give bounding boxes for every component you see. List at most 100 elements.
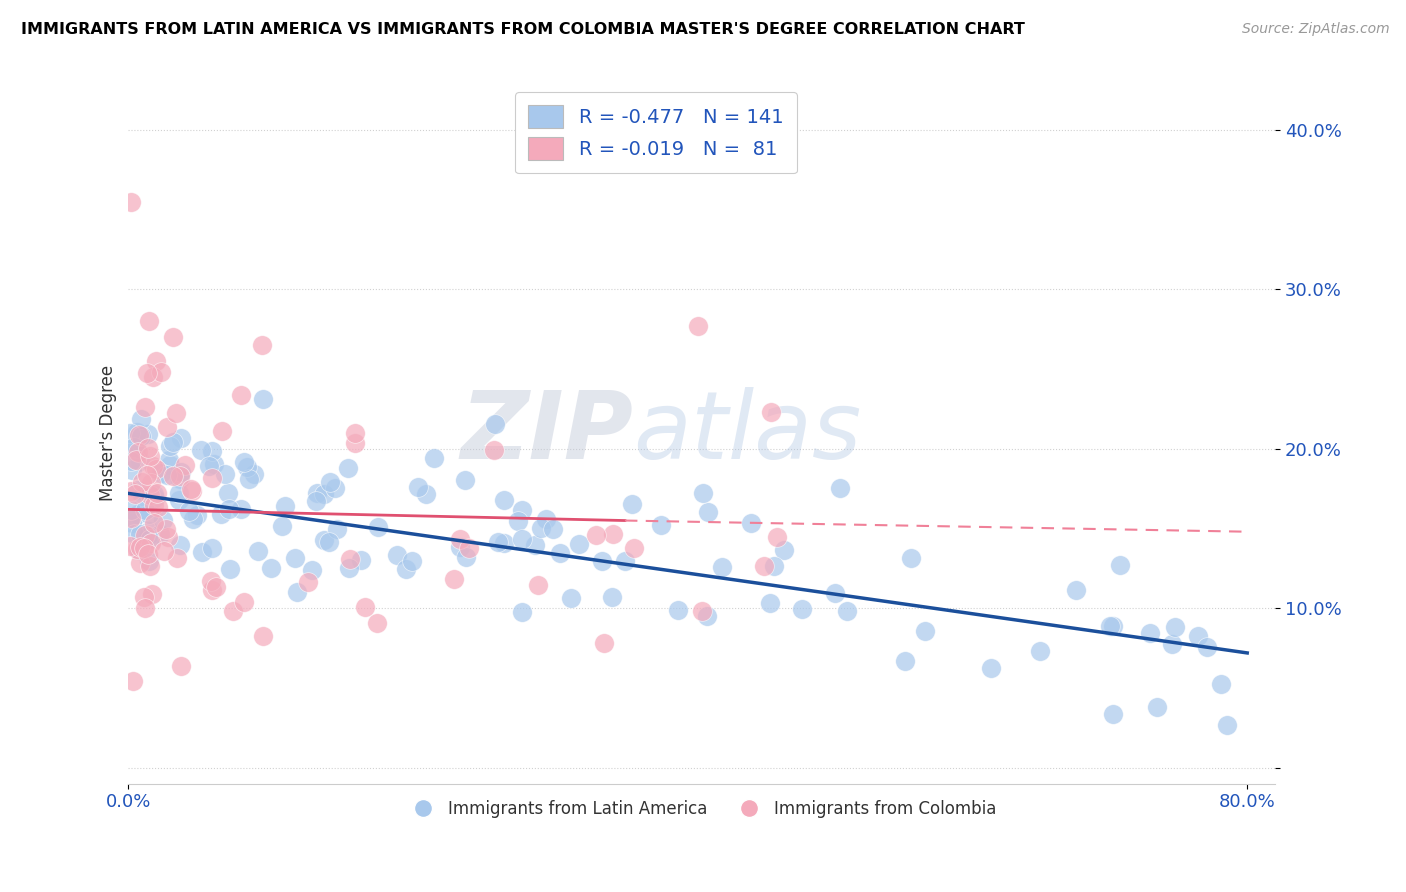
Point: [167, 493, 190, 508]
Point: [740, 516, 762, 530]
Point: [139, 475, 162, 490]
Point: [560, 591, 582, 605]
Point: [127, 507, 149, 521]
Point: [650, 518, 672, 533]
Point: [134, 590, 156, 604]
Text: IMMIGRANTS FROM LATIN AMERICA VS IMMIGRANTS FROM COLOMBIA MASTER'S DEGREE CORREL: IMMIGRANTS FROM LATIN AMERICA VS IMMIGRA…: [21, 22, 1025, 37]
Point: [690, 604, 713, 618]
Point: [339, 552, 361, 566]
Point: [134, 527, 156, 541]
Point: [222, 604, 245, 618]
Point: [148, 500, 170, 515]
Point: [139, 449, 162, 463]
Point: [792, 602, 814, 616]
Point: [980, 661, 1002, 675]
Point: [668, 603, 690, 617]
Point: [198, 458, 221, 473]
Point: [200, 574, 222, 589]
Point: [118, 512, 141, 526]
Point: [136, 528, 159, 542]
Point: [585, 528, 607, 542]
Point: [1146, 700, 1168, 714]
Point: [141, 536, 163, 550]
Point: [121, 463, 143, 477]
Point: [186, 508, 208, 522]
Point: [146, 485, 169, 500]
Point: [550, 546, 572, 560]
Point: [337, 561, 360, 575]
Text: ZIP: ZIP: [460, 387, 633, 479]
Point: [305, 494, 328, 508]
Point: [593, 636, 616, 650]
Point: [323, 481, 346, 495]
Point: [229, 387, 252, 401]
Point: [157, 530, 180, 544]
Point: [344, 425, 367, 440]
Point: [120, 511, 142, 525]
Point: [120, 484, 142, 499]
Point: [458, 541, 481, 555]
Point: [367, 519, 389, 533]
Point: [510, 532, 533, 546]
Point: [129, 429, 152, 443]
Point: [136, 441, 159, 455]
Point: [406, 480, 429, 494]
Point: [1139, 626, 1161, 640]
Point: [204, 458, 226, 472]
Point: [454, 549, 477, 564]
Point: [209, 507, 232, 521]
Point: [260, 561, 283, 575]
Point: [297, 574, 319, 589]
Point: [127, 483, 149, 498]
Point: [143, 491, 166, 505]
Point: [136, 467, 159, 482]
Point: [344, 435, 367, 450]
Point: [120, 194, 142, 209]
Point: [125, 452, 148, 467]
Point: [201, 444, 224, 458]
Point: [128, 427, 150, 442]
Text: Source: ZipAtlas.com: Source: ZipAtlas.com: [1241, 22, 1389, 37]
Point: [697, 505, 720, 519]
Point: [169, 538, 191, 552]
Point: [623, 541, 645, 555]
Point: [415, 487, 437, 501]
Point: [686, 318, 709, 333]
Point: [201, 471, 224, 485]
Point: [134, 400, 156, 414]
Point: [122, 674, 145, 689]
Point: [541, 522, 564, 536]
Point: [1197, 640, 1219, 654]
Point: [145, 354, 167, 368]
Point: [136, 427, 159, 442]
Point: [602, 527, 624, 541]
Point: [125, 441, 148, 455]
Point: [613, 554, 636, 568]
Point: [385, 548, 408, 562]
Point: [120, 503, 142, 517]
Point: [162, 468, 184, 483]
Point: [305, 485, 328, 500]
Point: [696, 608, 718, 623]
Point: [354, 600, 377, 615]
Point: [143, 499, 166, 513]
Point: [218, 562, 240, 576]
Point: [401, 554, 423, 568]
Point: [366, 615, 388, 630]
Point: [143, 486, 166, 500]
Point: [169, 468, 191, 483]
Point: [138, 507, 160, 521]
Point: [270, 519, 292, 533]
Point: [152, 513, 174, 527]
Point: [142, 459, 165, 474]
Point: [211, 425, 233, 439]
Point: [201, 583, 224, 598]
Point: [145, 462, 167, 476]
Point: [142, 370, 165, 384]
Point: [181, 483, 204, 498]
Point: [914, 624, 936, 638]
Point: [602, 590, 624, 604]
Point: [121, 516, 143, 531]
Y-axis label: Master's Degree: Master's Degree: [100, 365, 117, 501]
Point: [759, 597, 782, 611]
